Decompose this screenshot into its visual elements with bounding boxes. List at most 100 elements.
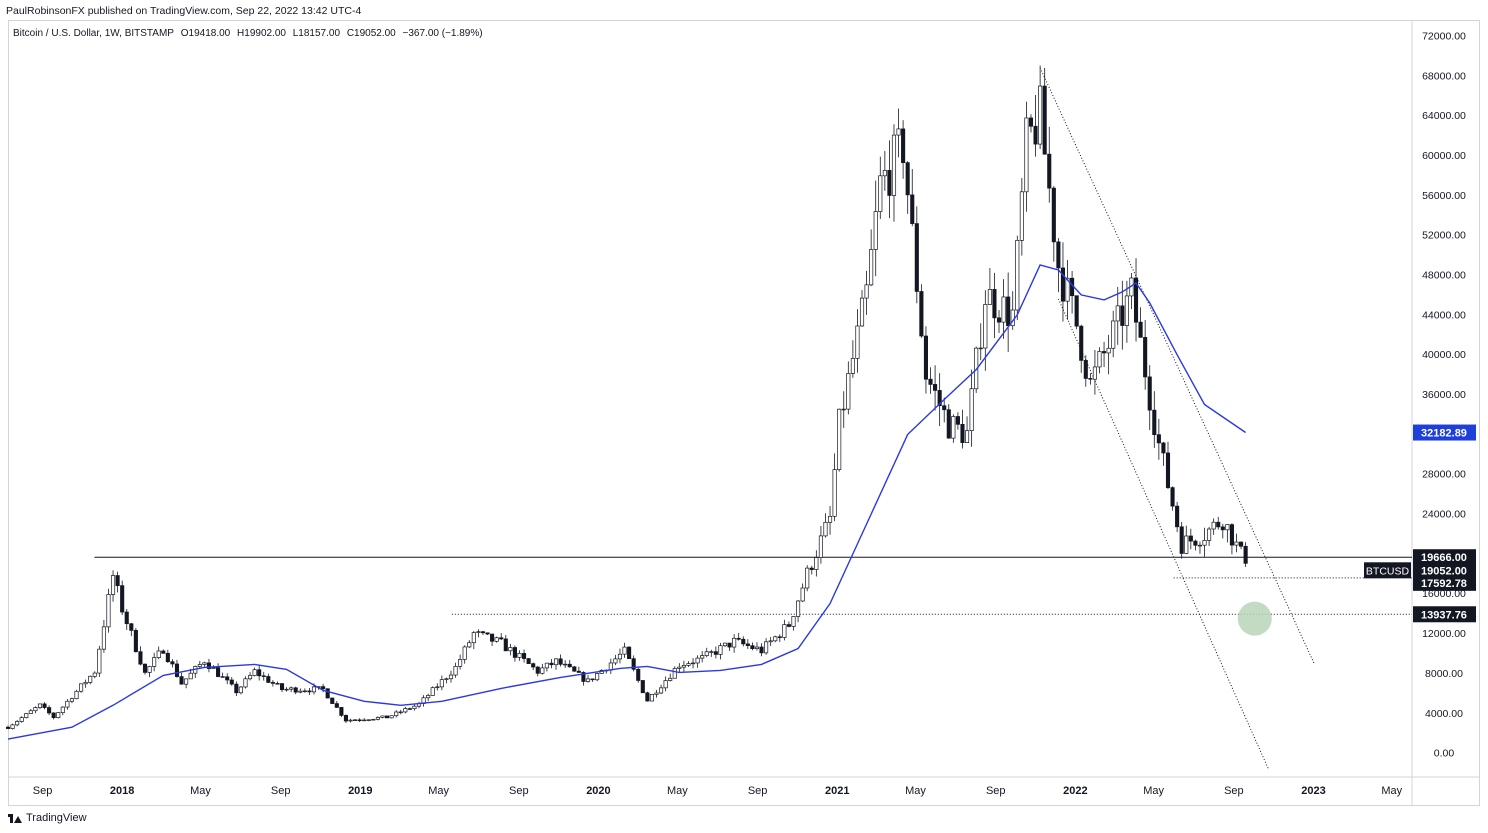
candle-up bbox=[1207, 528, 1212, 541]
candle-down bbox=[270, 682, 275, 684]
candle-up bbox=[1225, 524, 1230, 531]
candle-down bbox=[887, 170, 892, 196]
candle-down bbox=[736, 637, 741, 640]
candle-up bbox=[247, 675, 253, 680]
candle-up bbox=[362, 719, 367, 722]
candle-up bbox=[823, 521, 828, 537]
candle-up bbox=[83, 682, 88, 685]
candle-down bbox=[120, 585, 125, 613]
candle-up bbox=[1019, 191, 1024, 241]
candle-down bbox=[1083, 360, 1088, 379]
candle-up bbox=[654, 692, 659, 695]
candle-down bbox=[549, 662, 554, 666]
x-tick-label: Sep bbox=[509, 785, 529, 797]
candle-down bbox=[1051, 187, 1056, 243]
candle-down bbox=[279, 683, 285, 691]
candle-down bbox=[1216, 521, 1221, 528]
published-line: PaulRobinsonFX published on TradingView.… bbox=[6, 5, 362, 17]
candle-up bbox=[28, 710, 33, 714]
candle-down bbox=[293, 687, 298, 693]
support-price-label-bg bbox=[1413, 574, 1476, 591]
candle-down bbox=[170, 661, 175, 665]
candle-down bbox=[325, 688, 330, 699]
candle-up bbox=[184, 678, 189, 685]
candle-down bbox=[581, 672, 586, 682]
candle-down bbox=[1056, 241, 1061, 269]
candle-up bbox=[846, 373, 851, 410]
candle-up bbox=[987, 289, 992, 305]
candle-down bbox=[1042, 85, 1047, 155]
candle-down bbox=[1060, 267, 1066, 302]
x-tick-label: May bbox=[1143, 785, 1164, 797]
y-tick-label: 56000.00 bbox=[1422, 190, 1466, 202]
candle-down bbox=[490, 633, 495, 642]
candle-up bbox=[56, 712, 61, 719]
candle-down bbox=[1229, 524, 1234, 546]
candle-up bbox=[681, 665, 686, 668]
candle-down bbox=[216, 667, 221, 677]
candle-up bbox=[814, 557, 819, 570]
candle-down bbox=[1165, 452, 1171, 488]
candle-up bbox=[677, 666, 682, 669]
candle-up bbox=[1124, 295, 1129, 326]
candle-up bbox=[563, 663, 568, 666]
x-tick-label: Sep bbox=[986, 785, 1006, 797]
candle-down bbox=[266, 676, 271, 683]
candle-down bbox=[42, 703, 47, 708]
footer[interactable]: TradingView bbox=[8, 812, 87, 824]
candle-down bbox=[225, 676, 230, 681]
x-tick-label: May bbox=[190, 785, 211, 797]
channel-lower-line bbox=[1057, 298, 1269, 770]
candle-down bbox=[631, 658, 636, 670]
candle-down bbox=[522, 653, 527, 659]
candle-down bbox=[115, 575, 120, 586]
candle-down bbox=[905, 162, 910, 196]
candle-down bbox=[526, 658, 531, 664]
candle-down bbox=[946, 409, 951, 439]
candle-down bbox=[777, 636, 782, 638]
chart-pane[interactable] bbox=[8, 20, 1480, 806]
chart-legend: Bitcoin / U.S. Dollar, 1W, BITSTAMP O194… bbox=[13, 28, 487, 39]
candle-down bbox=[1102, 351, 1107, 354]
x-tick-label: Sep bbox=[33, 785, 53, 797]
candle-down bbox=[334, 703, 339, 708]
candle-up bbox=[969, 388, 974, 431]
legend-low: L18157.00 bbox=[292, 28, 341, 39]
candle-up bbox=[348, 719, 353, 722]
candle-down bbox=[206, 662, 211, 669]
candle-up bbox=[24, 713, 29, 719]
candle-up bbox=[147, 666, 152, 673]
candle-up bbox=[791, 616, 796, 627]
candle-down bbox=[1179, 526, 1184, 554]
candle-down bbox=[133, 630, 138, 653]
candle-up bbox=[1115, 305, 1120, 322]
channel-upper-line bbox=[1039, 67, 1315, 664]
candle-up bbox=[805, 567, 810, 589]
candle-up bbox=[983, 304, 988, 349]
candle-down bbox=[343, 715, 349, 722]
candle-up bbox=[659, 687, 664, 694]
candle-up bbox=[302, 690, 307, 693]
candle-down bbox=[1143, 337, 1148, 378]
candle-down bbox=[955, 416, 960, 425]
candle-down bbox=[1188, 535, 1193, 542]
candle-up bbox=[398, 711, 403, 714]
candle-up bbox=[298, 690, 303, 693]
candle-up bbox=[1106, 347, 1111, 354]
candle-up bbox=[517, 653, 522, 658]
candle-up bbox=[380, 715, 385, 718]
candle-down bbox=[339, 707, 344, 716]
candle-down bbox=[1074, 295, 1079, 327]
y-tick-label: 8000.00 bbox=[1425, 668, 1463, 680]
candle-down bbox=[275, 683, 280, 685]
candle-up bbox=[101, 626, 106, 650]
y-tick-label: 36000.00 bbox=[1422, 389, 1466, 401]
candle-down bbox=[937, 390, 942, 407]
candle-up bbox=[92, 672, 97, 677]
candle-up bbox=[722, 642, 728, 647]
ma-price-label: 32182.89 bbox=[1421, 428, 1467, 440]
candle-up bbox=[1197, 544, 1203, 547]
candle-up bbox=[896, 128, 901, 136]
candle-down bbox=[960, 423, 965, 443]
